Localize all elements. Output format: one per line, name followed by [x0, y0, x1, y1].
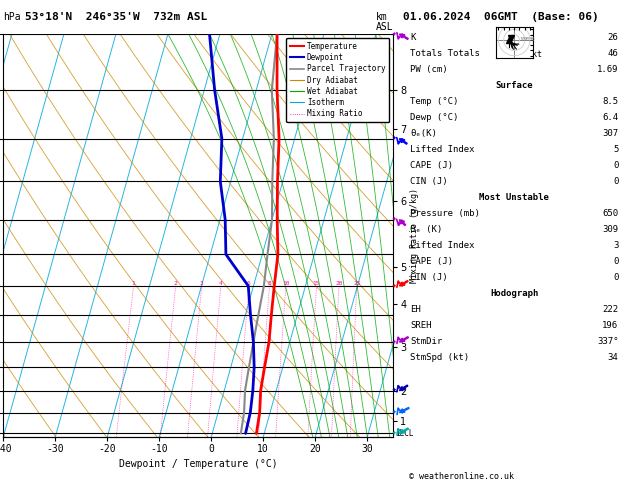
Text: kt: kt	[532, 50, 542, 59]
Text: ✦: ✦	[392, 388, 396, 393]
Text: StmDir: StmDir	[410, 337, 442, 347]
Text: K: K	[410, 33, 415, 42]
Text: 0: 0	[613, 161, 618, 170]
Text: ✦: ✦	[392, 340, 396, 345]
Text: ✦: ✦	[392, 32, 396, 36]
Text: 2: 2	[174, 281, 177, 286]
Text: © weatheronline.co.uk: © weatheronline.co.uk	[409, 472, 514, 481]
Text: 8: 8	[267, 281, 271, 286]
Text: Totals Totals: Totals Totals	[410, 49, 480, 58]
Text: CAPE (J): CAPE (J)	[410, 257, 453, 266]
Text: hPa: hPa	[3, 12, 21, 22]
Text: 25: 25	[353, 281, 360, 286]
Text: 5: 5	[613, 145, 618, 154]
Text: StmSpd (kt): StmSpd (kt)	[410, 353, 469, 363]
Text: θₑ(K): θₑ(K)	[410, 129, 437, 138]
Text: km: km	[376, 12, 388, 22]
Text: 01.06.2024  06GMT  (Base: 06): 01.06.2024 06GMT (Base: 06)	[403, 12, 598, 22]
Text: Surface: Surface	[496, 81, 533, 90]
Text: Dewp (°C): Dewp (°C)	[410, 113, 459, 122]
Text: 196: 196	[602, 321, 618, 330]
Text: 6.4: 6.4	[602, 113, 618, 122]
Text: CAPE (J): CAPE (J)	[410, 161, 453, 170]
Text: ✦: ✦	[392, 217, 396, 222]
Legend: Temperature, Dewpoint, Parcel Trajectory, Dry Adiabat, Wet Adiabat, Isotherm, Mi: Temperature, Dewpoint, Parcel Trajectory…	[286, 38, 389, 122]
Text: Hodograph: Hodograph	[490, 289, 538, 298]
Text: 0: 0	[613, 257, 618, 266]
Text: 0: 0	[613, 273, 618, 282]
Text: 46: 46	[608, 49, 618, 58]
Text: EH: EH	[410, 305, 421, 314]
Text: θₑ (K): θₑ (K)	[410, 225, 442, 234]
Text: CIN (J): CIN (J)	[410, 273, 448, 282]
Text: 15: 15	[313, 281, 320, 286]
Text: ✦: ✦	[392, 431, 396, 436]
Text: 3: 3	[613, 241, 618, 250]
Text: 34: 34	[608, 353, 618, 363]
Text: 337°: 337°	[597, 337, 618, 347]
Text: 4: 4	[219, 281, 223, 286]
Text: ASL: ASL	[376, 22, 394, 32]
X-axis label: Dewpoint / Temperature (°C): Dewpoint / Temperature (°C)	[119, 458, 277, 469]
Text: Temp (°C): Temp (°C)	[410, 97, 459, 106]
Text: 307: 307	[602, 129, 618, 138]
Text: 3: 3	[200, 281, 204, 286]
Text: Lifted Index: Lifted Index	[410, 241, 474, 250]
Text: 10: 10	[282, 281, 289, 286]
Text: 20: 20	[524, 36, 530, 42]
Text: 0: 0	[613, 177, 618, 186]
Text: 8.5: 8.5	[602, 97, 618, 106]
Text: 20: 20	[335, 281, 343, 286]
Text: SREH: SREH	[410, 321, 431, 330]
Text: 30: 30	[528, 36, 535, 42]
Text: PW (cm): PW (cm)	[410, 65, 448, 74]
Text: 309: 309	[602, 225, 618, 234]
Text: Lifted Index: Lifted Index	[410, 145, 474, 154]
Text: 222: 222	[602, 305, 618, 314]
Text: 1.69: 1.69	[597, 65, 618, 74]
Text: 1LCL: 1LCL	[394, 429, 413, 438]
Text: Pressure (mb): Pressure (mb)	[410, 209, 480, 218]
Y-axis label: Mixing Ratio (g/kg): Mixing Ratio (g/kg)	[411, 188, 420, 283]
Text: 1: 1	[131, 281, 135, 286]
Text: CIN (J): CIN (J)	[410, 177, 448, 186]
Text: 650: 650	[602, 209, 618, 218]
Text: Most Unstable: Most Unstable	[479, 193, 549, 202]
Text: 6: 6	[247, 281, 251, 286]
Text: ✦: ✦	[392, 136, 396, 141]
Text: ✦: ✦	[392, 283, 396, 289]
Text: ✦: ✦	[392, 410, 396, 415]
Text: 10: 10	[519, 36, 525, 42]
Text: 53°18'N  246°35'W  732m ASL: 53°18'N 246°35'W 732m ASL	[25, 12, 208, 22]
Text: 26: 26	[608, 33, 618, 42]
